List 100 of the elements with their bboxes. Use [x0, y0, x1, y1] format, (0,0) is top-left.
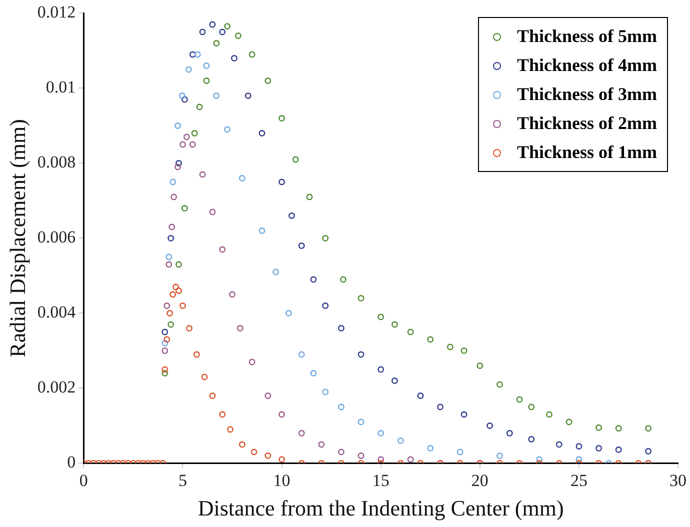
point [203, 62, 210, 69]
point [213, 92, 220, 99]
point [199, 171, 206, 178]
point [536, 456, 543, 463]
point [298, 242, 305, 249]
x-axis-title: Distance from the Indenting Center (mm) [198, 496, 564, 521]
point [264, 452, 272, 459]
point [427, 336, 434, 343]
legend-label: Thickness of 2mm [516, 112, 658, 136]
point [338, 448, 344, 456]
point [460, 348, 468, 354]
y-tick-label: 0 [67, 452, 76, 472]
point [496, 452, 503, 459]
point [596, 445, 602, 452]
point [322, 235, 329, 242]
y-tick-label: 0.006 [37, 228, 76, 247]
y-tick-label: 0.012 [37, 2, 76, 22]
point [278, 178, 285, 186]
point [272, 268, 280, 276]
point [427, 445, 434, 452]
x-tick-label: 10 [273, 470, 290, 490]
point [258, 130, 266, 136]
point [162, 348, 168, 354]
point [196, 104, 203, 110]
point [213, 40, 220, 46]
point [407, 456, 414, 463]
point [224, 23, 230, 30]
point [168, 224, 176, 230]
point [199, 28, 206, 36]
point [176, 288, 182, 294]
legend-label: Thickness of 3mm [516, 83, 658, 106]
point [168, 321, 174, 328]
point [460, 411, 468, 418]
point [244, 92, 252, 99]
point [391, 378, 398, 384]
point [194, 51, 201, 58]
point [176, 160, 182, 166]
point [496, 381, 503, 388]
point [162, 340, 168, 346]
point [456, 448, 464, 456]
point [183, 134, 190, 140]
point [286, 310, 292, 316]
point [528, 436, 535, 442]
point [164, 302, 170, 309]
x-tick-label: 25 [570, 470, 588, 490]
point [231, 55, 238, 62]
point [378, 314, 384, 320]
point [201, 374, 208, 380]
y-tick-label: 0.004 [37, 302, 76, 322]
point [181, 96, 188, 103]
point [227, 426, 234, 433]
point [209, 392, 216, 399]
point [229, 291, 236, 298]
point [615, 446, 622, 453]
x-tick-label: 15 [372, 470, 390, 490]
point [310, 370, 317, 376]
x-tick-label: 0 [79, 470, 88, 490]
point [528, 404, 535, 410]
point [166, 310, 174, 316]
y-tick-label: 0.002 [37, 378, 76, 397]
point [209, 21, 216, 28]
y-axis-title: Radial Displacement (mm) [4, 119, 30, 358]
point [391, 321, 398, 328]
x-tick-label: 5 [178, 470, 187, 490]
point [566, 418, 572, 426]
legend-label: Thickness of 4mm [516, 54, 658, 78]
point [615, 425, 622, 432]
point [378, 430, 384, 436]
point [209, 208, 216, 216]
point [181, 205, 188, 212]
point [189, 141, 196, 148]
point [546, 411, 552, 418]
point [219, 246, 226, 253]
point [180, 302, 186, 309]
point [486, 422, 493, 429]
point [378, 366, 384, 373]
point [318, 441, 325, 448]
point [322, 302, 329, 309]
point [250, 448, 258, 456]
y-tick-label: 0.008 [37, 152, 76, 172]
point [162, 366, 168, 373]
point [278, 115, 285, 122]
point [358, 295, 364, 302]
legend-label: Thickness of 1mm [516, 141, 658, 164]
point [417, 392, 424, 399]
point [162, 328, 168, 336]
point [238, 175, 246, 182]
y-tick-label: 0.01 [46, 78, 76, 97]
point [174, 164, 181, 170]
point [219, 411, 226, 418]
point [170, 178, 176, 186]
point [264, 392, 272, 399]
point [170, 291, 176, 298]
point [322, 388, 329, 396]
point [340, 276, 346, 283]
point [258, 228, 266, 234]
point [645, 425, 652, 432]
point [446, 344, 454, 350]
point [203, 78, 210, 84]
point [180, 141, 186, 148]
